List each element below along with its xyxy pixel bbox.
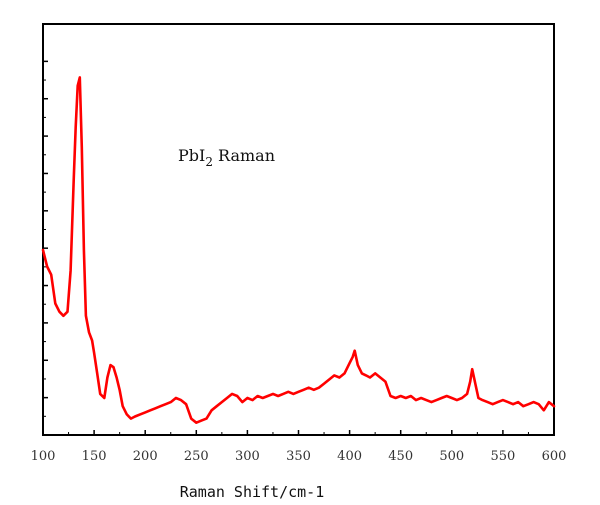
x-tick-label: 450	[388, 449, 413, 464]
x-tick-label: 400	[337, 449, 362, 464]
x-tick-label: 350	[286, 449, 311, 464]
x-tick-label: 300	[235, 449, 260, 464]
x-tick-label: 200	[133, 449, 158, 464]
plot-frame	[42, 23, 555, 436]
x-tick-label: 100	[31, 449, 56, 464]
x-axis-tick-labels: 100 150 200 250 300 350 400 450 500 550 600	[31, 449, 567, 464]
x-tick-label: 500	[439, 449, 464, 464]
series-line	[41, 76, 556, 425]
y-axis-ticks	[43, 60, 48, 417]
x-axis-ticks	[42, 430, 555, 435]
x-axis-label: Raman Shift/cm-1	[180, 483, 325, 501]
x-tick-label: 150	[82, 449, 107, 464]
x-tick-label: 250	[184, 449, 209, 464]
chart-annotation: PbI2 Raman	[178, 146, 275, 169]
x-tick-label: 600	[542, 449, 567, 464]
x-tick-label: 550	[490, 449, 515, 464]
